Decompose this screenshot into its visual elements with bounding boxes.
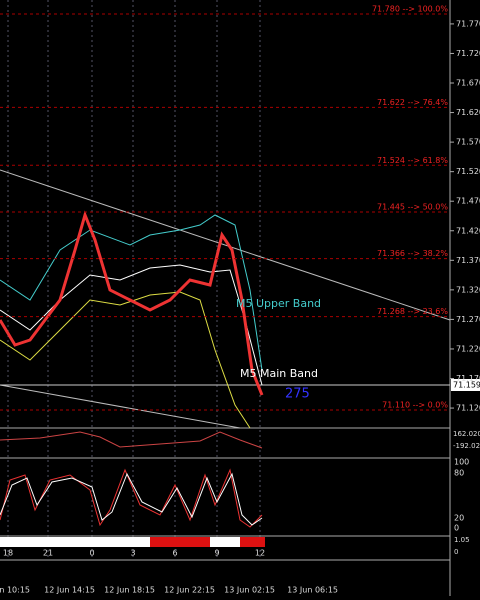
price-tick-label: 71.620 bbox=[456, 108, 480, 117]
counter-label: 275 bbox=[285, 387, 310, 402]
time-label: 13 Jun 02:15 bbox=[224, 586, 275, 595]
trend-line bbox=[0, 169, 451, 321]
stoch-axis-label: 0 bbox=[454, 524, 459, 533]
vertical-grid bbox=[7, 0, 261, 560]
time-label: 11 Jun 10:15 bbox=[0, 586, 30, 595]
price-tick-label: 71.370 bbox=[456, 256, 480, 265]
main-band bbox=[0, 264, 263, 386]
price-tick-label: 71.170 bbox=[456, 374, 480, 383]
fib-label: 71.110 --> 0.0% bbox=[382, 400, 448, 409]
hour-label: 9 bbox=[214, 549, 219, 558]
price-tick-label: 71.320 bbox=[456, 285, 480, 294]
main-band-label: M5 Main Band bbox=[240, 367, 318, 380]
upper-band-label: M5 Upper Band bbox=[236, 297, 321, 310]
indicators bbox=[0, 169, 451, 547]
signal-axis-label: 0 bbox=[454, 548, 458, 556]
current-price: 71.159 bbox=[453, 381, 480, 390]
stoch-axis-label: 100 bbox=[454, 458, 469, 467]
price-tick-label: 71.770 bbox=[456, 19, 480, 28]
price-tick-label: 71.220 bbox=[456, 344, 480, 353]
cci-axis-label: -192.02 bbox=[453, 442, 480, 450]
signal-bar bbox=[210, 537, 240, 547]
price-tick-label: 71.420 bbox=[456, 226, 480, 235]
stoch-axis-label: 20 bbox=[454, 514, 464, 523]
hour-label: 6 bbox=[172, 549, 177, 558]
signal-bar bbox=[240, 537, 265, 547]
current-price-box bbox=[451, 379, 480, 391]
fib-label: 71.268 --> 23.6% bbox=[377, 307, 448, 316]
cci-axis-label: 162.020 bbox=[453, 430, 480, 438]
signal-axis-label: 1.05 bbox=[454, 536, 470, 544]
cci-line bbox=[0, 431, 263, 449]
panel-borders bbox=[0, 0, 451, 596]
hour-label: 0 bbox=[89, 549, 94, 558]
trend-line bbox=[0, 384, 241, 429]
signal-bar bbox=[0, 537, 150, 547]
price-tick-label: 71.720 bbox=[456, 49, 480, 58]
price-tick-label: 71.520 bbox=[456, 167, 480, 176]
stoch-axis-label: 80 bbox=[454, 469, 464, 478]
price-tick-label: 71.120 bbox=[456, 404, 480, 413]
fib-label: 71.445 --> 50.0% bbox=[377, 202, 448, 211]
fib-label: 71.366 --> 38.2% bbox=[377, 249, 448, 258]
hour-label: 3 bbox=[130, 549, 135, 558]
signal-bar bbox=[150, 537, 210, 547]
price-tick-label: 71.270 bbox=[456, 315, 480, 324]
hour-label: 12 bbox=[255, 549, 265, 558]
price-tick-label: 71.470 bbox=[456, 197, 480, 206]
time-label: 12 Jun 18:15 bbox=[104, 586, 155, 595]
time-label: 12 Jun 22:15 bbox=[164, 586, 215, 595]
time-label: 13 Jun 06:15 bbox=[287, 586, 338, 595]
fib-label: 71.524 --> 61.8% bbox=[377, 156, 448, 165]
lower-band bbox=[0, 291, 251, 429]
hour-label: 21 bbox=[43, 549, 53, 558]
stochastic-signal bbox=[0, 472, 263, 526]
price-path bbox=[0, 210, 264, 396]
price-tick-label: 71.670 bbox=[456, 79, 480, 88]
time-label: 12 Jun 14:15 bbox=[44, 586, 95, 595]
hour-label: 18 bbox=[3, 549, 13, 558]
price-tick-label: 71.570 bbox=[456, 138, 480, 147]
fib-label: 71.780 --> 100.0% bbox=[372, 5, 448, 14]
fib-label: 71.622 --> 76.4% bbox=[377, 98, 448, 107]
